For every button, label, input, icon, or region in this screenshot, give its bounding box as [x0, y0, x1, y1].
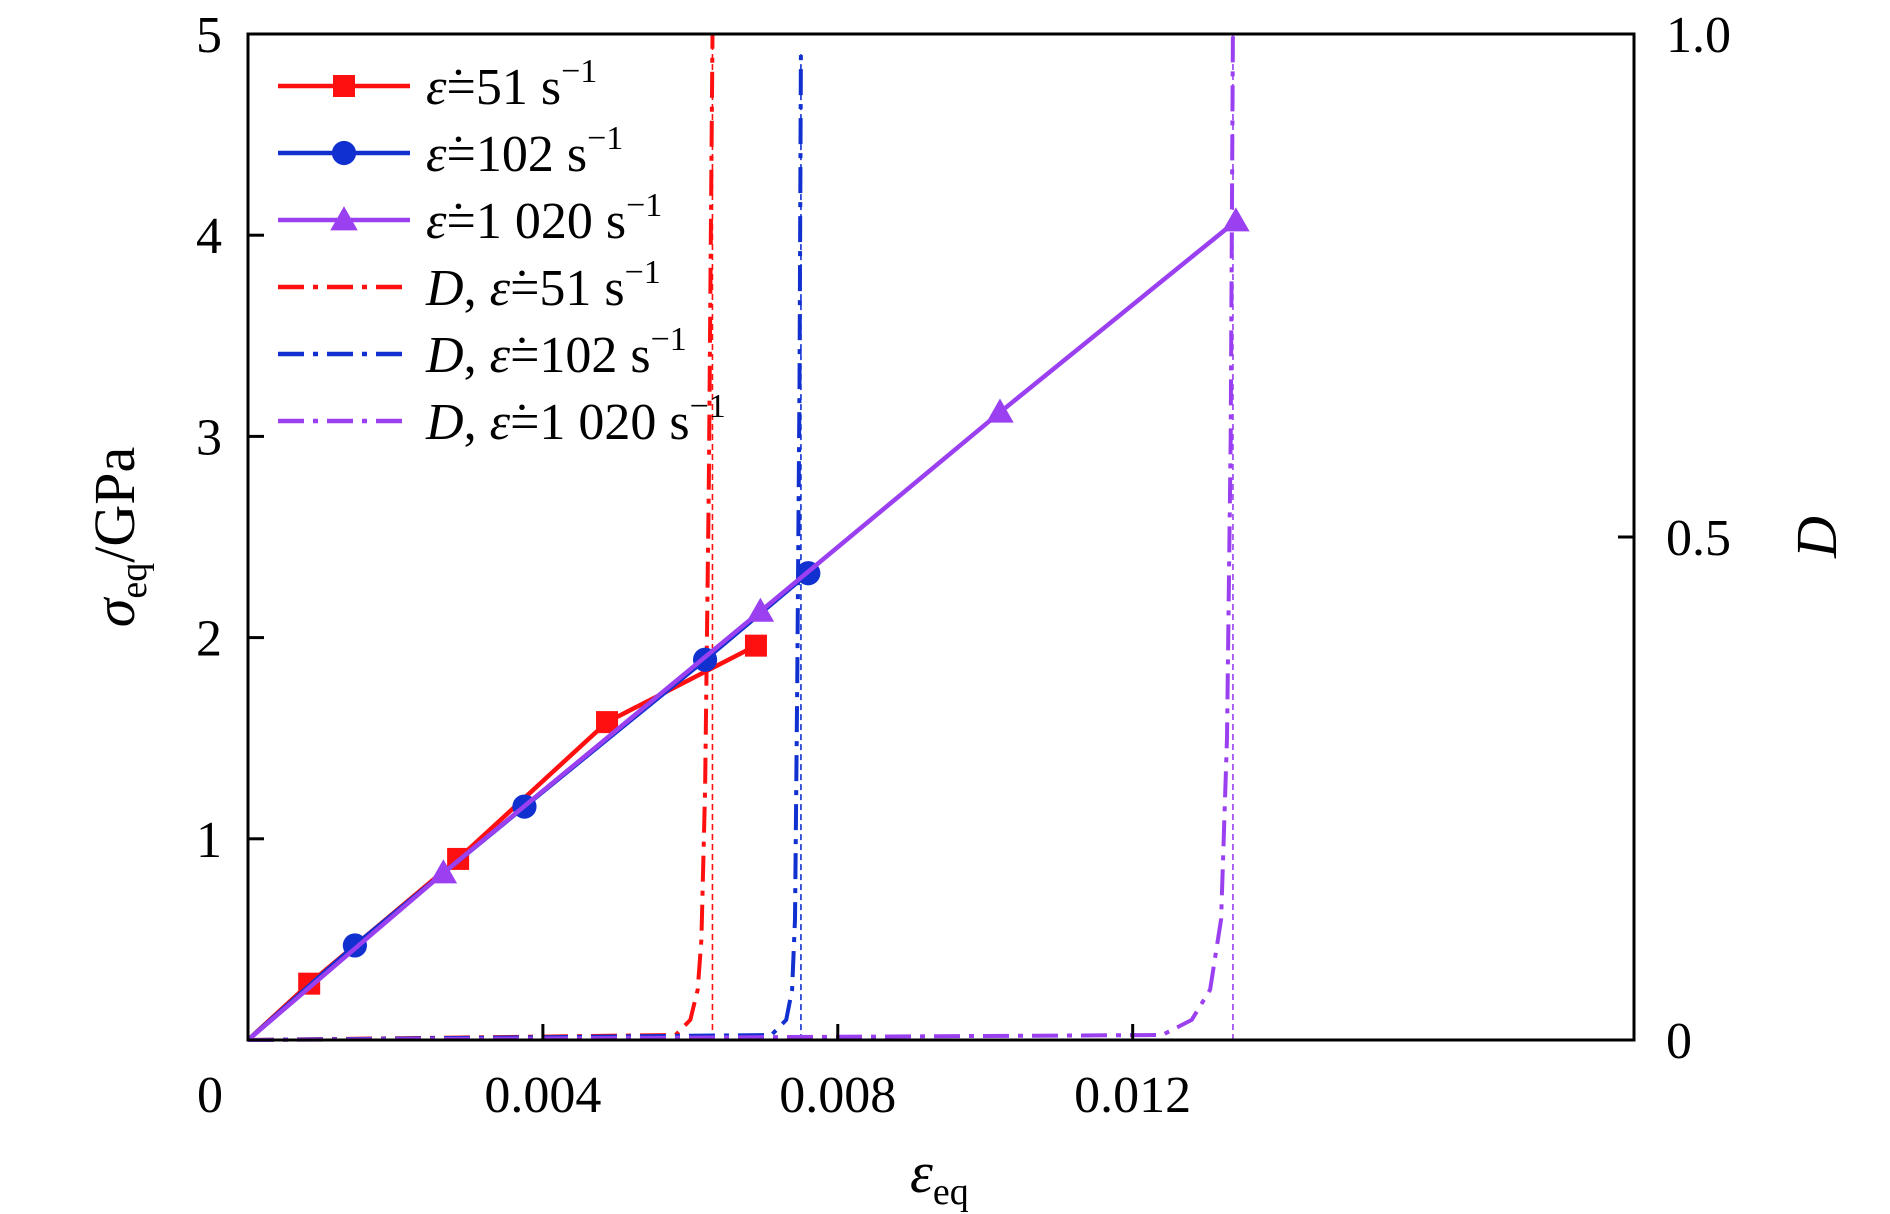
legend-label-1: ε̇=102 s−1 — [426, 120, 623, 183]
marker-2-2 — [986, 398, 1014, 423]
y-right-tick-label-1: 0.5 — [1666, 510, 1731, 567]
series-line-0 — [246, 643, 758, 1042]
legend-marker-0 — [333, 75, 355, 97]
series-layer — [246, 33, 1250, 1042]
series-2 — [246, 207, 1250, 1042]
series-4 — [247, 54, 803, 1042]
legend-item-1: ε̇=102 s−1 — [278, 120, 623, 183]
x-tick-label-0: 0 — [197, 1067, 223, 1124]
legend-item-2: ε̇=1 020 s−1 — [278, 187, 662, 250]
legend-label-5: D, ε̇=1 020 s−1 — [425, 388, 726, 451]
marker-0-3 — [744, 634, 767, 657]
plot-frame — [246, 32, 1636, 1042]
marker-2-0 — [429, 859, 458, 884]
legend-marker-1 — [331, 140, 357, 166]
marker-2-1 — [746, 597, 775, 622]
legend: ε̇=51 s−1ε̇=102 s−1ε̇=1 020 s−1D, ε̇=51 … — [278, 53, 726, 451]
legend-item-5: D, ε̇=1 020 s−1 — [278, 388, 726, 451]
y-left-tick-label-3: 4 — [196, 208, 222, 265]
y-left-axis-label-text: σeq/GPa — [82, 447, 155, 627]
marker-0-2 — [596, 711, 619, 734]
legend-item-4: D, ε̇=102 s−1 — [278, 321, 687, 384]
legend-label-2: ε̇=1 020 s−1 — [426, 187, 662, 250]
y-right-tick-label-0: 0 — [1666, 1013, 1692, 1070]
x-tick-label-3: 0.012 — [1074, 1067, 1191, 1124]
legend-label-3: D, ε̇=51 s−1 — [425, 254, 661, 317]
axes-layer: 0 0.004 0.008 0.012 1 2 3 4 5 0 0.5 1.0 εeq σeq/GPa D — [82, 7, 1849, 1213]
y-left-tick-label-2: 3 — [196, 409, 222, 466]
legend-label-0: ε̇=51 s−1 — [426, 53, 597, 116]
series-line-4 — [247, 54, 803, 1042]
x-axis-label: εeq — [910, 1140, 969, 1213]
y-left-tick-label-0: 1 — [196, 812, 222, 869]
series-3 — [247, 33, 715, 1042]
y-right-axis-label: D — [1784, 516, 1849, 559]
y-right-tick-label-2: 1.0 — [1666, 7, 1731, 64]
legend-item-0: ε̇=51 s−1 — [278, 53, 597, 116]
series-0 — [246, 634, 767, 1042]
y-left-tick-label-4: 5 — [196, 7, 222, 64]
legend-marker-2 — [330, 206, 358, 231]
series-line-5 — [247, 33, 1235, 1042]
marker-2-3 — [1222, 207, 1250, 232]
y-left-axis-label: σeq/GPa — [82, 447, 155, 627]
series-5 — [247, 33, 1235, 1042]
y-left-tick-label-1: 2 — [196, 611, 222, 668]
legend-label-4: D, ε̇=102 s−1 — [425, 321, 687, 384]
series-line-3 — [247, 33, 715, 1042]
x-tick-label-1: 0.004 — [484, 1067, 601, 1124]
legend-item-3: D, ε̇=51 s−1 — [278, 254, 661, 317]
y-right-axis-label-text: D — [1784, 516, 1849, 559]
x-tick-label-2: 0.008 — [779, 1067, 896, 1124]
